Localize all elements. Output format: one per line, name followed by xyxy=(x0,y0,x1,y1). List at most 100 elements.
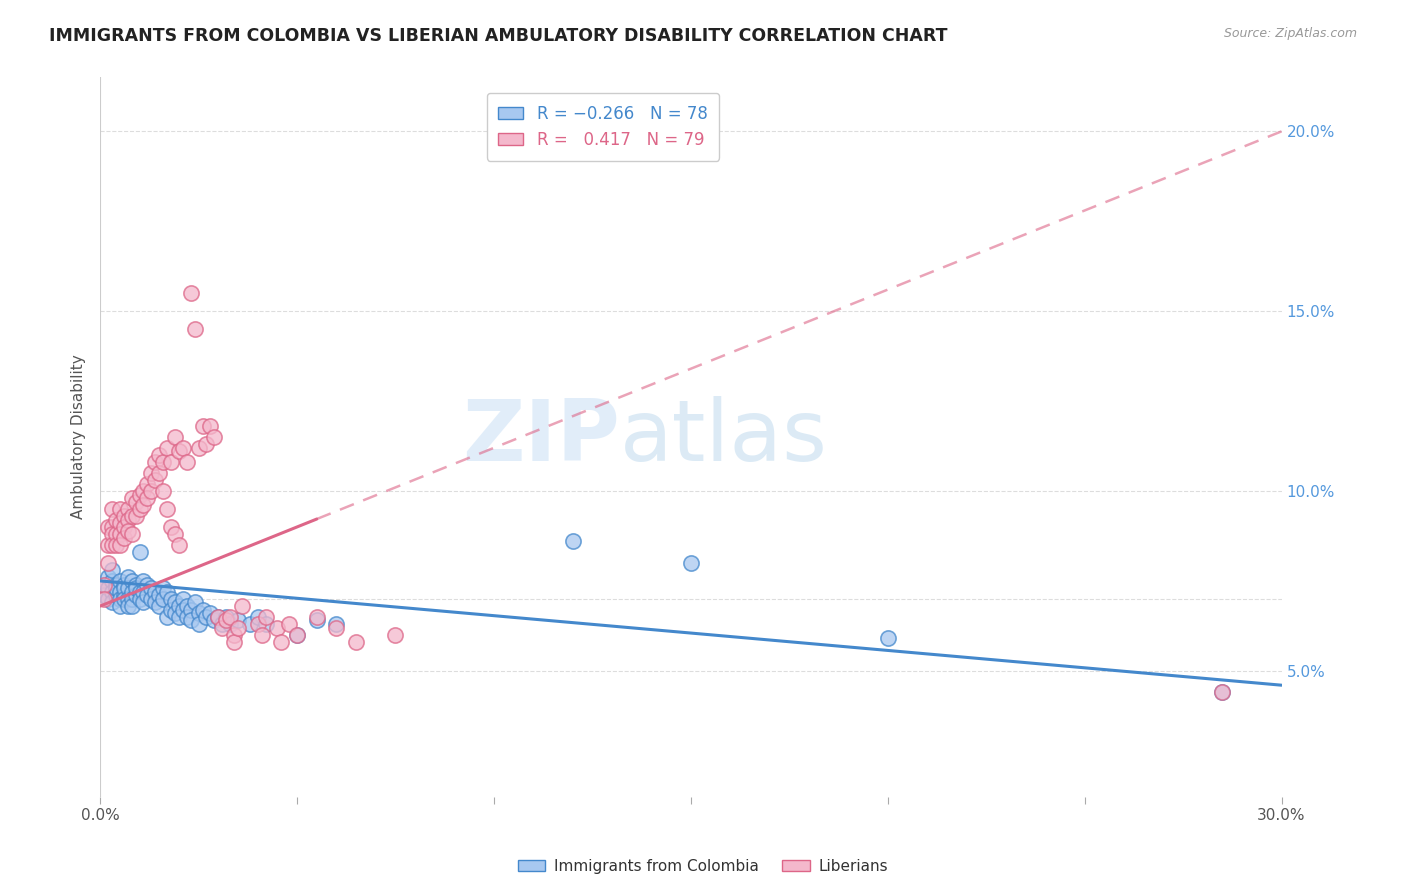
Point xyxy=(200,607,222,621)
Point xyxy=(254,610,277,624)
Point xyxy=(167,599,190,613)
Point xyxy=(239,617,262,632)
Point xyxy=(160,591,183,606)
Point xyxy=(246,617,269,632)
Point xyxy=(305,614,328,628)
Point xyxy=(117,570,139,584)
Point xyxy=(163,430,186,444)
Point xyxy=(141,483,163,498)
Point xyxy=(121,574,143,588)
Point xyxy=(1211,685,1233,699)
Point xyxy=(101,527,124,541)
Point xyxy=(101,595,124,609)
Point xyxy=(97,570,120,584)
Point xyxy=(128,502,150,516)
Point xyxy=(163,607,186,621)
Point xyxy=(132,584,155,599)
Point xyxy=(152,483,174,498)
Point xyxy=(195,610,218,624)
Point xyxy=(121,527,143,541)
Point xyxy=(152,455,174,469)
Point xyxy=(141,581,163,595)
Point xyxy=(104,581,127,595)
Point xyxy=(101,563,124,577)
Point xyxy=(112,520,135,534)
Point xyxy=(211,621,233,635)
Point xyxy=(108,591,131,606)
Point xyxy=(97,538,120,552)
Point xyxy=(285,628,308,642)
Point xyxy=(1211,685,1233,699)
Point xyxy=(124,495,146,509)
Point xyxy=(117,502,139,516)
Point xyxy=(117,524,139,538)
Point xyxy=(112,581,135,595)
Point xyxy=(112,509,135,524)
Point xyxy=(132,499,155,513)
Y-axis label: Ambulatory Disability: Ambulatory Disability xyxy=(72,355,86,519)
Point xyxy=(211,617,233,632)
Point xyxy=(172,591,194,606)
Point xyxy=(128,545,150,559)
Point xyxy=(163,595,186,609)
Point xyxy=(101,502,124,516)
Point xyxy=(250,628,273,642)
Point xyxy=(93,577,115,591)
Point xyxy=(254,617,277,632)
Point xyxy=(285,628,308,642)
Point xyxy=(108,527,131,541)
Point xyxy=(191,419,214,434)
Point xyxy=(219,617,242,632)
Point xyxy=(108,584,131,599)
Text: Source: ZipAtlas.com: Source: ZipAtlas.com xyxy=(1223,27,1357,40)
Point xyxy=(163,527,186,541)
Point xyxy=(160,455,183,469)
Point xyxy=(124,588,146,602)
Point xyxy=(93,577,115,591)
Point xyxy=(148,599,170,613)
Point xyxy=(207,610,229,624)
Point xyxy=(101,520,124,534)
Point xyxy=(143,595,166,609)
Point xyxy=(101,538,124,552)
Point xyxy=(148,588,170,602)
Point xyxy=(93,591,115,606)
Point xyxy=(117,581,139,595)
Point xyxy=(222,628,245,642)
Point xyxy=(148,448,170,462)
Point xyxy=(325,617,347,632)
Point xyxy=(679,556,702,570)
Legend: R = −0.266   N = 78, R =   0.417   N = 79: R = −0.266 N = 78, R = 0.417 N = 79 xyxy=(486,93,718,161)
Point xyxy=(167,610,190,624)
Point xyxy=(117,513,139,527)
Point xyxy=(104,538,127,552)
Point xyxy=(136,491,159,506)
Point xyxy=(561,534,583,549)
Point xyxy=(231,599,253,613)
Point xyxy=(183,595,205,609)
Point xyxy=(191,602,214,616)
Point xyxy=(187,441,209,455)
Point xyxy=(121,584,143,599)
Point xyxy=(278,617,301,632)
Point xyxy=(156,502,179,516)
Point xyxy=(124,581,146,595)
Point xyxy=(167,444,190,458)
Point xyxy=(143,473,166,487)
Point xyxy=(97,556,120,570)
Point xyxy=(176,610,198,624)
Point xyxy=(167,538,190,552)
Point xyxy=(108,516,131,531)
Point xyxy=(195,437,218,451)
Point xyxy=(112,591,135,606)
Point xyxy=(104,513,127,527)
Point xyxy=(270,635,292,649)
Point xyxy=(97,520,120,534)
Point xyxy=(226,614,249,628)
Point xyxy=(124,509,146,524)
Point xyxy=(128,591,150,606)
Point xyxy=(219,610,242,624)
Point xyxy=(128,487,150,501)
Point xyxy=(132,595,155,609)
Point xyxy=(121,491,143,506)
